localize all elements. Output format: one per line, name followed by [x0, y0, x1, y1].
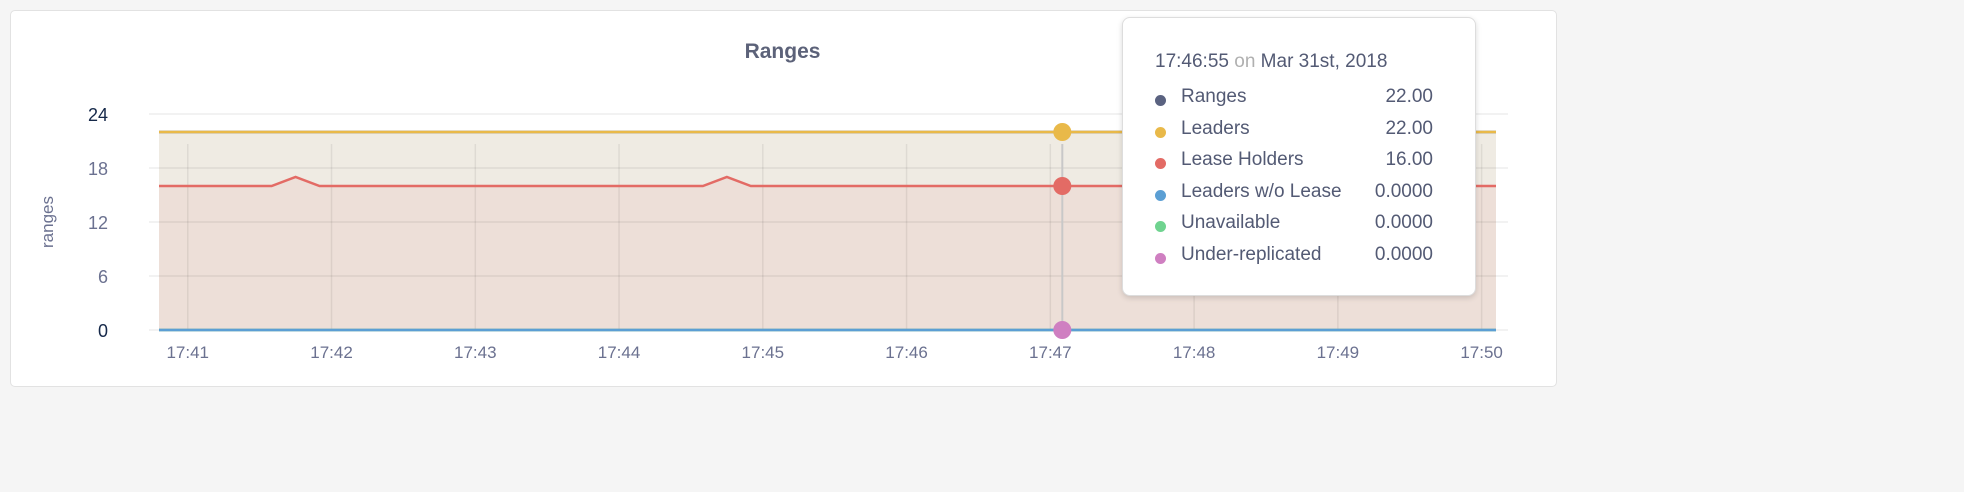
- tooltip-value: 16.00: [1385, 149, 1433, 170]
- legend-dot-icon: [1155, 126, 1166, 138]
- legend-dot-icon: [1155, 252, 1166, 264]
- hover-point: [1053, 177, 1072, 195]
- y-axis-label: ranges: [38, 196, 57, 248]
- hover-point: [1053, 321, 1072, 339]
- tooltip-header: 17:46:55 on Mar 31st, 2018: [1155, 51, 1387, 73]
- tooltip-date: Mar 31st, 2018: [1260, 51, 1388, 72]
- tooltip-label: Ranges: [1181, 86, 1247, 107]
- tooltip-value: 0.0000: [1374, 180, 1433, 202]
- tooltip-row: Ranges 22.00: [1155, 86, 1433, 116]
- tooltip-on: on: [1234, 51, 1256, 72]
- series-line-lease-holders: [159, 175, 1496, 188]
- tooltip-value: 22.00: [1385, 86, 1433, 107]
- x-tick-label: 17:42: [310, 343, 353, 362]
- tooltip-label: Leaders: [1181, 117, 1250, 139]
- y-tick-label: 18: [88, 159, 108, 179]
- x-tick-label: 17:50: [1460, 343, 1503, 362]
- hover-point: [1053, 123, 1072, 141]
- tooltip-value: 22.00: [1385, 117, 1433, 139]
- x-tick-label: 17:49: [1317, 343, 1360, 362]
- tooltip-row: Unavailable 0.0000: [1155, 212, 1433, 242]
- tooltip-label: Under-replicated: [1181, 243, 1322, 265]
- y-tick-label: 6: [98, 267, 108, 287]
- legend-dot-icon: [1155, 158, 1166, 169]
- tooltip-row: Under-replicated 0.0000: [1155, 244, 1433, 274]
- legend-dot-icon: [1155, 221, 1166, 232]
- legend-dot-icon: [1155, 95, 1166, 106]
- tooltip: 17:46:55 on Mar 31st, 2018 Ranges 22.00 Le…: [1122, 17, 1476, 296]
- y-tick-label: 24: [88, 105, 108, 125]
- tooltip-time: 17:46:55: [1155, 51, 1229, 72]
- x-tick-label: 17:41: [166, 343, 209, 362]
- tooltip-row: Lease Holders 16.00: [1155, 149, 1433, 179]
- tooltip-row: Leaders 22.00: [1155, 118, 1433, 148]
- tooltip-value: 0.0000: [1374, 243, 1433, 265]
- x-tick-label: 17:43: [454, 343, 497, 362]
- tooltip-label: Leaders w/o Lease: [1181, 180, 1342, 202]
- chart-title: Ranges: [744, 40, 821, 63]
- y-tick-label: 0: [98, 321, 108, 341]
- legend-dot-icon: [1155, 189, 1166, 201]
- tooltip-row: Leaders w/o Lease 0.0000: [1155, 181, 1433, 211]
- x-tick-label: 17:46: [885, 343, 928, 362]
- tooltip-value: 0.0000: [1374, 212, 1433, 233]
- x-tick-label: 17:45: [742, 343, 785, 362]
- x-tick-label: 17:44: [598, 343, 641, 362]
- tooltip-label: Lease Holders: [1181, 149, 1304, 170]
- y-tick-label: 12: [88, 213, 108, 233]
- tooltip-label: Unavailable: [1181, 212, 1281, 233]
- x-tick-label: 17:48: [1173, 343, 1216, 362]
- x-tick-label: 17:47: [1029, 343, 1072, 362]
